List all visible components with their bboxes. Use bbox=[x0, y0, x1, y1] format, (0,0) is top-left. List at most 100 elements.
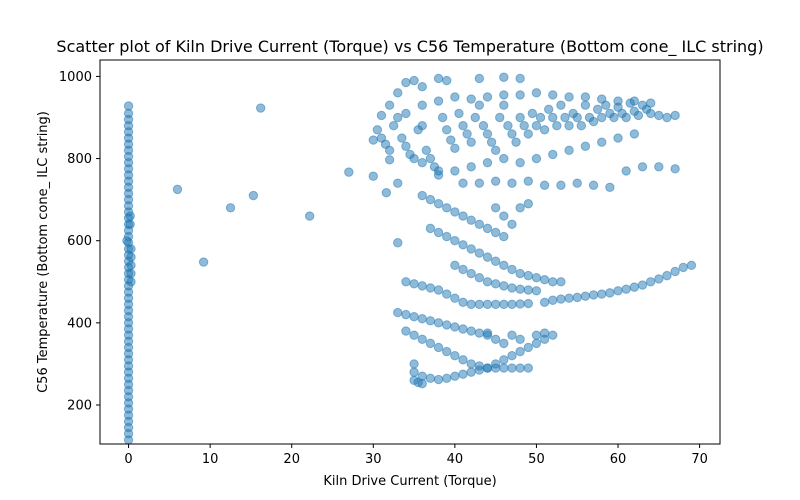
data-point bbox=[474, 100, 485, 110]
data-point bbox=[490, 359, 501, 369]
data-point bbox=[482, 277, 493, 287]
data-point bbox=[442, 289, 452, 299]
data-point bbox=[446, 135, 456, 145]
data-point bbox=[523, 342, 533, 353]
data-point bbox=[388, 121, 399, 131]
data-point bbox=[670, 266, 680, 277]
data-point bbox=[450, 166, 460, 176]
data-point bbox=[580, 100, 591, 110]
x-axis-label: Kiln Drive Current (Torque) bbox=[323, 474, 496, 489]
data-point bbox=[564, 145, 574, 156]
data-point bbox=[126, 252, 136, 262]
data-point bbox=[523, 363, 533, 373]
data-point bbox=[592, 104, 603, 114]
data-point bbox=[539, 275, 550, 285]
data-point bbox=[474, 272, 485, 283]
data-point bbox=[482, 299, 493, 310]
data-point bbox=[126, 277, 136, 287]
data-point bbox=[125, 211, 135, 221]
data-point bbox=[450, 351, 460, 361]
data-point bbox=[548, 295, 558, 305]
data-point bbox=[450, 371, 460, 381]
data-point bbox=[548, 277, 558, 287]
data-point bbox=[580, 291, 591, 301]
data-point bbox=[450, 236, 460, 246]
data-point bbox=[531, 88, 542, 98]
data-point bbox=[637, 162, 648, 172]
x-tick-label: 30 bbox=[365, 452, 382, 467]
data-point bbox=[458, 264, 468, 275]
data-point bbox=[499, 90, 509, 100]
data-point bbox=[417, 81, 427, 92]
data-point bbox=[539, 328, 550, 338]
data-point bbox=[393, 88, 403, 98]
data-point bbox=[499, 231, 509, 242]
data-point bbox=[490, 256, 501, 266]
data-point bbox=[417, 190, 427, 201]
y-tick-label: 800 bbox=[67, 152, 92, 167]
data-point bbox=[225, 203, 236, 213]
x-tick-label: 70 bbox=[691, 452, 708, 467]
data-point bbox=[515, 268, 525, 279]
data-point bbox=[560, 112, 570, 123]
data-point bbox=[531, 286, 542, 296]
data-point bbox=[499, 281, 509, 291]
data-point bbox=[417, 378, 427, 389]
data-point bbox=[442, 346, 452, 357]
data-point bbox=[368, 171, 378, 181]
data-point bbox=[654, 110, 664, 121]
data-point bbox=[466, 94, 476, 104]
data-point bbox=[466, 244, 476, 254]
data-point bbox=[499, 363, 509, 373]
data-point bbox=[393, 178, 403, 188]
data-point bbox=[629, 96, 640, 106]
data-point bbox=[458, 324, 468, 334]
data-point bbox=[507, 330, 517, 340]
data-point bbox=[654, 162, 664, 172]
data-point bbox=[556, 180, 566, 190]
data-point bbox=[613, 133, 623, 143]
data-point bbox=[450, 293, 460, 303]
data-point bbox=[645, 277, 656, 287]
data-point bbox=[474, 299, 485, 310]
data-point bbox=[470, 112, 480, 123]
data-point bbox=[495, 112, 505, 123]
data-point bbox=[409, 367, 419, 377]
data-point bbox=[344, 167, 354, 177]
data-point bbox=[515, 203, 525, 213]
data-point bbox=[572, 292, 582, 303]
data-point bbox=[531, 272, 542, 283]
data-point bbox=[409, 153, 419, 164]
data-point bbox=[409, 75, 419, 86]
data-point bbox=[499, 260, 509, 271]
data-point bbox=[490, 176, 501, 186]
data-point bbox=[556, 277, 566, 287]
data-point bbox=[515, 363, 525, 373]
y-tick-label: 200 bbox=[67, 398, 92, 413]
data-point bbox=[576, 121, 587, 131]
data-point bbox=[401, 77, 411, 88]
data-point bbox=[556, 294, 566, 304]
data-point bbox=[442, 203, 452, 213]
data-point bbox=[466, 137, 476, 147]
data-point bbox=[474, 178, 485, 188]
data-point bbox=[523, 129, 533, 139]
data-point bbox=[515, 90, 525, 100]
x-tick-label: 20 bbox=[283, 452, 300, 467]
plot-frame bbox=[99, 59, 721, 445]
data-point bbox=[482, 328, 493, 338]
data-point bbox=[548, 149, 558, 160]
data-point bbox=[507, 178, 517, 188]
data-point bbox=[248, 190, 259, 201]
data-point bbox=[556, 100, 566, 110]
data-point bbox=[499, 72, 509, 82]
data-point bbox=[466, 162, 476, 172]
data-point bbox=[507, 363, 517, 373]
data-point bbox=[507, 299, 517, 310]
data-point bbox=[397, 133, 407, 143]
data-point bbox=[482, 129, 493, 139]
data-point bbox=[466, 326, 476, 336]
data-point bbox=[686, 260, 697, 271]
data-point bbox=[519, 121, 529, 131]
